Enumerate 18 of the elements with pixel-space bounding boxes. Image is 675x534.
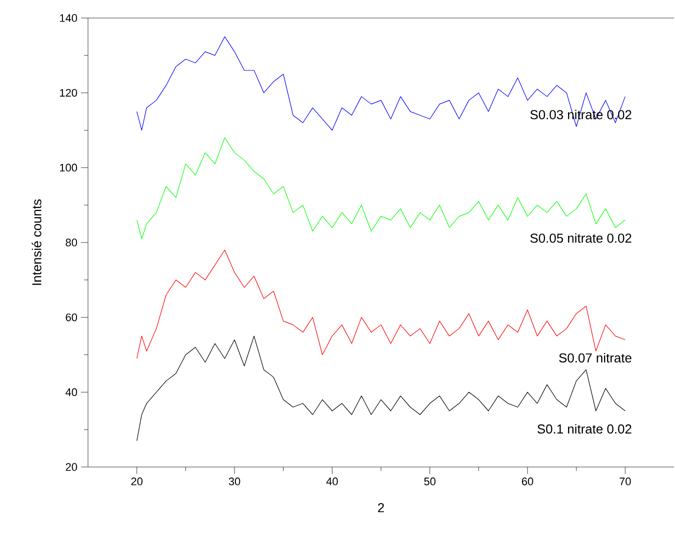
- x-tick-label: 50: [424, 478, 436, 486]
- y-tick-label: 80: [66, 238, 78, 246]
- y-axis-title: Intensié counts: [32, 199, 42, 285]
- y-tick-label: 20: [66, 463, 78, 471]
- y-tick-label: 40: [66, 388, 78, 396]
- y-tick-label: 100: [60, 164, 78, 172]
- x-tick-label: 70: [620, 478, 631, 486]
- y-tick-label: 120: [60, 88, 78, 97]
- y-tick-label: 140: [60, 14, 78, 22]
- y-tick-label: 60: [66, 313, 78, 322]
- x-axis-title: 2: [378, 503, 384, 512]
- series-label: S0.05 nitrate 0.02: [530, 233, 632, 243]
- x-tick-label: 60: [522, 478, 534, 486]
- x-tick-label: 30: [228, 478, 240, 486]
- series-label: S0.1 nitrate 0.02: [538, 424, 632, 434]
- series-label: S0.07 nitrate: [559, 352, 632, 362]
- x-tick-label: 20: [131, 478, 142, 486]
- x-tick-label: 40: [326, 478, 338, 486]
